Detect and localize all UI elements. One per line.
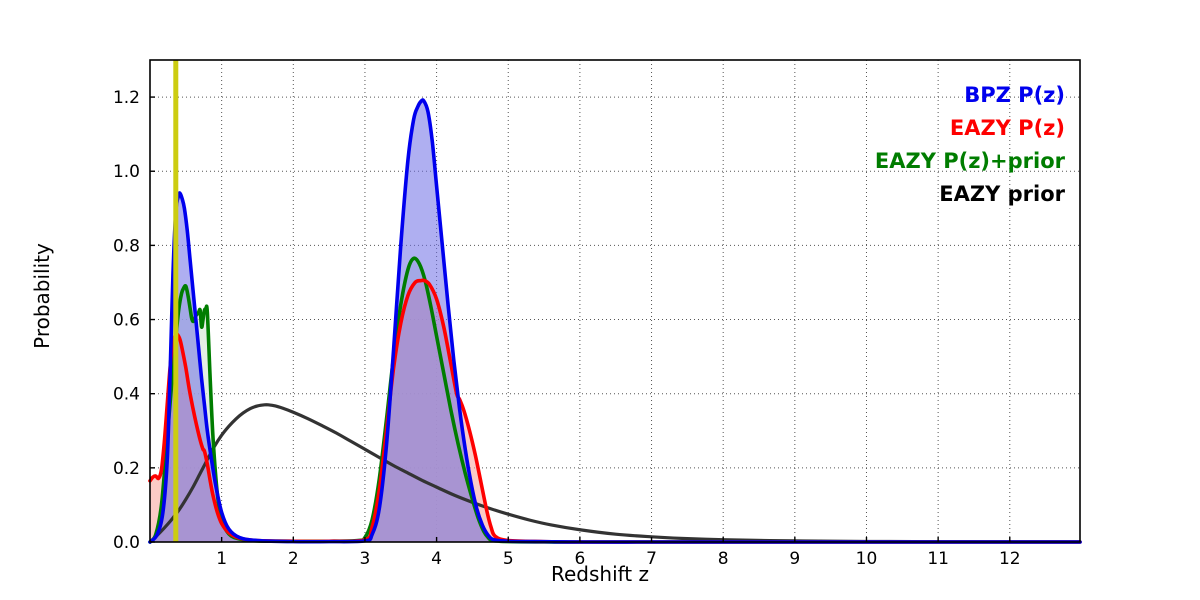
series-line-2 bbox=[148, 256, 1082, 544]
x-tick-label: 4 bbox=[431, 549, 442, 569]
x-tick-label: 12 bbox=[999, 549, 1021, 569]
x-tick-label: 11 bbox=[927, 549, 949, 569]
y-tick-label: 0.6 bbox=[113, 311, 140, 331]
legend-item-eazy-prior: EAZY prior bbox=[939, 182, 1065, 206]
y-tick-label: 1.0 bbox=[113, 162, 140, 182]
x-tick-label: 3 bbox=[360, 549, 371, 569]
series-line-1 bbox=[148, 278, 1082, 544]
series-line-3 bbox=[148, 403, 1082, 544]
x-tick-label: 7 bbox=[646, 549, 657, 569]
legend-item-bpz-pz: BPZ P(z) bbox=[964, 83, 1065, 107]
y-axis-label: Probability bbox=[30, 243, 54, 349]
y-tick-label: 1.2 bbox=[113, 88, 140, 108]
legend-item-eazy-pz-prior: EAZY P(z)+prior bbox=[874, 149, 1065, 173]
legend-item-eazy-pz: EAZY P(z) bbox=[949, 116, 1065, 140]
x-tick-label: 9 bbox=[789, 549, 800, 569]
y-tick-label: 0.8 bbox=[113, 236, 140, 256]
x-axis-label: Redshift z bbox=[550, 562, 650, 586]
plot-frame bbox=[149, 59, 1081, 543]
x-tick-label: 8 bbox=[718, 549, 729, 569]
y-tick-label: 0.2 bbox=[113, 459, 140, 479]
x-tick-label: 2 bbox=[288, 549, 299, 569]
series-fill-2 bbox=[150, 258, 1080, 543]
x-tick-label: 5 bbox=[503, 549, 514, 569]
y-tick-label: 0.0 bbox=[113, 533, 140, 553]
y-tick-label: 0.4 bbox=[113, 385, 140, 405]
x-tick-label: 10 bbox=[856, 549, 878, 569]
x-tick-label: 6 bbox=[574, 549, 585, 569]
x-tick-label: 1 bbox=[216, 549, 227, 569]
